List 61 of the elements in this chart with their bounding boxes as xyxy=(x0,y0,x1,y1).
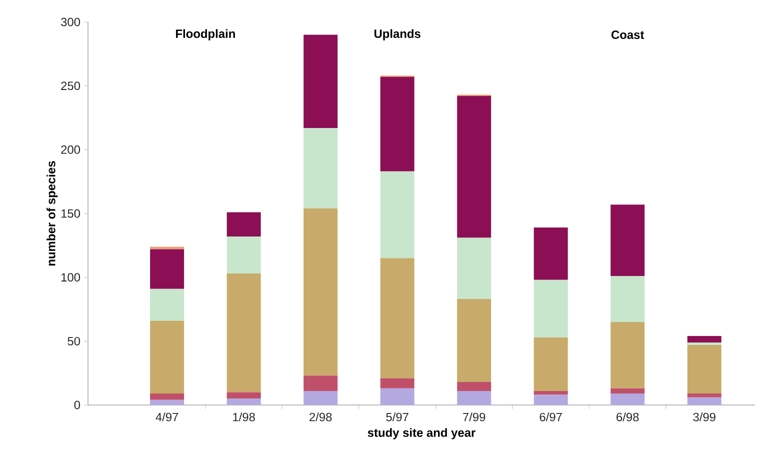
bar xyxy=(150,394,184,400)
bar xyxy=(150,288,184,321)
bar xyxy=(226,392,261,399)
bar xyxy=(457,96,492,238)
y-tick-label: 100 xyxy=(61,273,80,282)
y-axis-title: number of species xyxy=(46,161,58,266)
bar xyxy=(380,76,414,172)
bar xyxy=(457,390,492,405)
x-tick-label: 4/97 xyxy=(156,412,178,422)
bar xyxy=(380,258,414,378)
y-tick-label: 300 xyxy=(61,18,80,26)
x-tick-label: 7/99 xyxy=(463,412,486,422)
bar xyxy=(687,397,722,405)
x-tick-label: 5/97 xyxy=(386,412,408,422)
bar xyxy=(150,246,184,250)
x-axis-title: study site and year xyxy=(368,428,476,440)
bar xyxy=(226,274,261,392)
bar xyxy=(610,322,645,388)
bar xyxy=(534,394,568,405)
bar xyxy=(610,394,645,405)
bar xyxy=(610,204,645,276)
x-tick-label: 2/98 xyxy=(310,412,332,422)
bar xyxy=(380,171,414,258)
bar xyxy=(304,390,338,405)
bar xyxy=(534,337,568,391)
x-tick-label: 6/98 xyxy=(616,412,639,422)
x-tick-label: 6/97 xyxy=(540,412,562,422)
x-tick-label: 3/99 xyxy=(693,412,716,422)
x-tick-label: 1/98 xyxy=(233,412,255,422)
bar xyxy=(226,212,261,236)
bar xyxy=(304,376,338,391)
bar xyxy=(304,34,338,128)
bar xyxy=(687,342,722,345)
bar xyxy=(457,238,492,300)
bar xyxy=(687,394,722,398)
y-tick-label: 250 xyxy=(61,82,80,90)
y-tick-label: 0 xyxy=(74,400,80,410)
bar xyxy=(226,398,261,405)
bar xyxy=(304,128,338,208)
annotation: Uplands xyxy=(374,29,420,40)
bar xyxy=(304,208,338,376)
bar xyxy=(534,280,568,338)
annotation: Floodplain xyxy=(176,29,235,40)
bar xyxy=(610,276,645,322)
bar xyxy=(150,249,184,289)
bar xyxy=(380,388,414,405)
annotation: Coast xyxy=(611,30,644,39)
bar xyxy=(150,320,184,394)
bar xyxy=(150,400,184,405)
bar xyxy=(687,344,722,394)
bar xyxy=(687,336,722,342)
bar xyxy=(610,388,645,394)
y-tick-label: 200 xyxy=(61,145,80,154)
y-tick-label: 150 xyxy=(61,209,80,218)
bar xyxy=(380,378,414,388)
bar xyxy=(534,228,568,280)
bar xyxy=(457,299,492,382)
bar xyxy=(457,382,492,391)
bar xyxy=(534,390,568,395)
bar xyxy=(226,236,261,274)
y-tick-label: 50 xyxy=(68,336,80,346)
